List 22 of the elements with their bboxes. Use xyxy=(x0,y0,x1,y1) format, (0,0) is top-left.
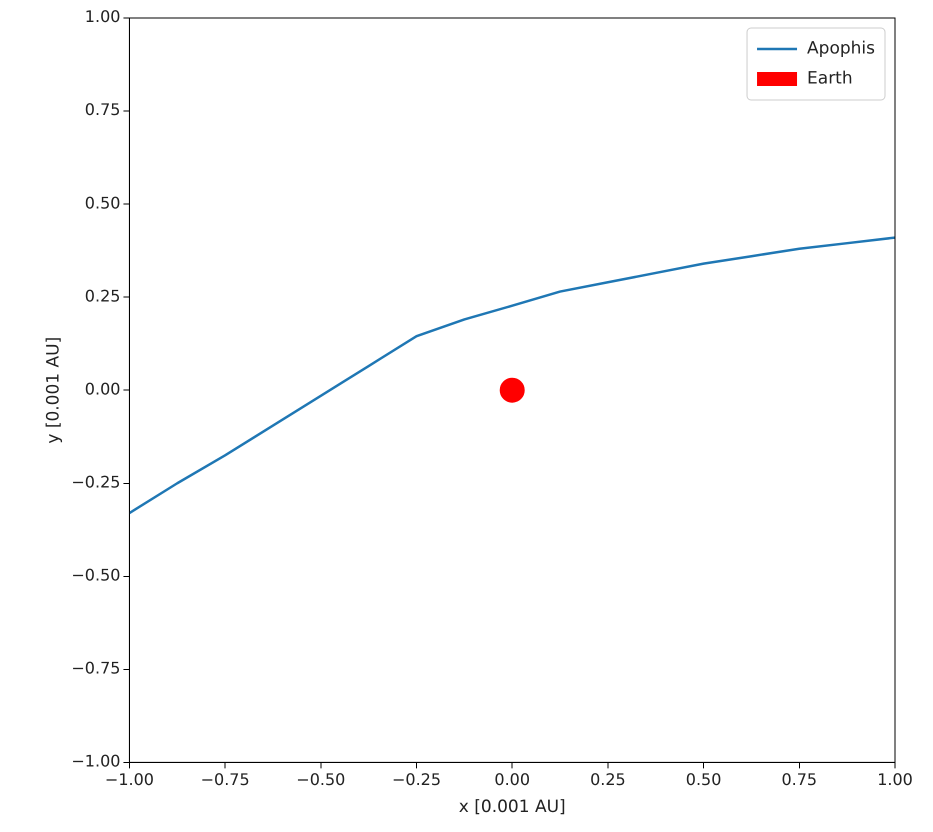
y-axis-title: y [0.001 AU] xyxy=(44,336,64,444)
legend-label: Apophis xyxy=(807,38,876,58)
y-tick-label: 1.00 xyxy=(84,7,120,26)
y-tick-label: −0.75 xyxy=(71,658,120,678)
x-tick-label: −0.50 xyxy=(296,770,346,790)
x-tick-label: 0.25 xyxy=(590,770,626,790)
y-tick-label: 0.25 xyxy=(84,286,120,306)
x-tick-label: 1.00 xyxy=(877,770,913,790)
y-tick-label: 0.50 xyxy=(84,193,120,212)
x-tick-label: −0.25 xyxy=(392,770,442,790)
y-tick-label: 0.00 xyxy=(84,379,120,398)
legend-label: Earth xyxy=(807,68,853,88)
y-tick-label: 0.75 xyxy=(84,100,120,120)
y-tick-label: −0.25 xyxy=(71,472,120,492)
x-tick-label: 0.00 xyxy=(494,770,530,790)
x-tick-label: 0.75 xyxy=(781,770,818,790)
x-tick-label: 0.50 xyxy=(686,770,722,790)
x-tick-label: −0.75 xyxy=(200,770,250,790)
y-tick-label: −1.00 xyxy=(71,752,120,771)
x-tick-label: −1.00 xyxy=(104,770,154,790)
x-axis-title: x [0.001 AU] xyxy=(458,797,566,818)
y-tick-label: −0.50 xyxy=(71,565,120,584)
